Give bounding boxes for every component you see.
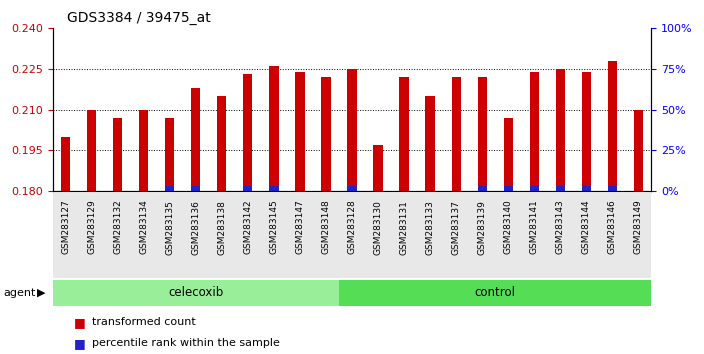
Text: GSM283129: GSM283129 (87, 200, 96, 255)
Text: GSM283138: GSM283138 (218, 200, 227, 255)
Text: GSM283149: GSM283149 (634, 200, 643, 255)
Bar (373, 145, 382, 191)
Text: transformed count: transformed count (92, 317, 195, 327)
Bar (582, 72, 591, 191)
Text: GSM283143: GSM283143 (555, 200, 565, 255)
Bar (139, 110, 149, 191)
Text: GSM283140: GSM283140 (503, 200, 513, 255)
Bar (218, 96, 227, 191)
Text: GSM283135: GSM283135 (165, 200, 175, 255)
Bar (582, 186, 591, 191)
Text: GSM283134: GSM283134 (139, 200, 149, 255)
Text: GSM283148: GSM283148 (322, 200, 330, 255)
Bar (348, 186, 356, 191)
Text: GSM283145: GSM283145 (270, 200, 279, 255)
Text: ■: ■ (74, 337, 86, 350)
Bar (61, 137, 70, 191)
Bar (165, 118, 175, 191)
Bar (477, 186, 486, 191)
Text: GDS3384 / 39475_at: GDS3384 / 39475_at (67, 11, 210, 25)
Bar (555, 69, 565, 191)
Bar (270, 66, 279, 191)
Bar (608, 186, 617, 191)
Text: GSM283137: GSM283137 (451, 200, 460, 255)
Bar (270, 186, 279, 191)
Text: GSM283130: GSM283130 (374, 200, 382, 255)
Bar (425, 96, 434, 191)
Text: GSM283144: GSM283144 (582, 200, 591, 255)
Bar (634, 110, 643, 191)
Bar (555, 186, 565, 191)
Text: percentile rank within the sample: percentile rank within the sample (92, 338, 279, 348)
Text: GSM283139: GSM283139 (477, 200, 486, 255)
Text: ■: ■ (74, 316, 86, 329)
Bar (322, 77, 331, 191)
Text: GSM283127: GSM283127 (61, 200, 70, 255)
Bar (191, 186, 201, 191)
Text: control: control (474, 286, 515, 299)
Bar (296, 72, 305, 191)
Text: celecoxib: celecoxib (168, 286, 224, 299)
Text: GSM283128: GSM283128 (348, 200, 356, 255)
Bar (503, 118, 513, 191)
Bar (113, 118, 122, 191)
Bar (244, 186, 253, 191)
Bar (191, 88, 201, 191)
Text: GSM283146: GSM283146 (608, 200, 617, 255)
Text: GSM283133: GSM283133 (425, 200, 434, 255)
Text: GSM283141: GSM283141 (529, 200, 539, 255)
Bar (165, 186, 175, 191)
Bar (503, 186, 513, 191)
Text: agent: agent (4, 288, 36, 298)
Text: GSM283147: GSM283147 (296, 200, 304, 255)
Text: GSM283131: GSM283131 (400, 200, 408, 255)
Bar (348, 69, 356, 191)
Bar (529, 72, 539, 191)
Text: ▶: ▶ (37, 288, 45, 298)
Bar (244, 74, 253, 191)
Bar (451, 77, 460, 191)
Text: GSM283142: GSM283142 (244, 200, 253, 255)
Bar (87, 110, 96, 191)
Bar (399, 77, 408, 191)
Bar (53, 280, 339, 306)
Text: GSM283136: GSM283136 (191, 200, 201, 255)
Bar (608, 61, 617, 191)
Bar (529, 186, 539, 191)
Text: GSM283132: GSM283132 (113, 200, 122, 255)
Bar (477, 77, 486, 191)
Bar (339, 280, 651, 306)
